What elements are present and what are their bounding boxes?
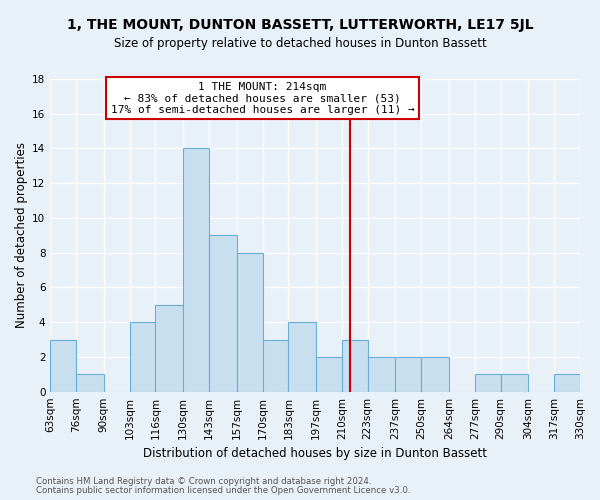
Bar [183, 148, 209, 392]
Bar [554, 374, 580, 392]
Bar [76, 374, 104, 392]
Bar [316, 357, 342, 392]
Bar [237, 252, 263, 392]
Bar [368, 357, 395, 392]
Bar [130, 322, 155, 392]
Bar [421, 357, 449, 392]
Bar [342, 340, 368, 392]
Y-axis label: Number of detached properties: Number of detached properties [15, 142, 28, 328]
Bar [50, 340, 76, 392]
Bar [395, 357, 421, 392]
Bar [155, 305, 183, 392]
Bar [475, 374, 500, 392]
Bar [289, 322, 316, 392]
X-axis label: Distribution of detached houses by size in Dunton Bassett: Distribution of detached houses by size … [143, 447, 487, 460]
Text: Contains public sector information licensed under the Open Government Licence v3: Contains public sector information licen… [36, 486, 410, 495]
Bar [500, 374, 529, 392]
Text: Contains HM Land Registry data © Crown copyright and database right 2024.: Contains HM Land Registry data © Crown c… [36, 477, 371, 486]
Bar [263, 340, 289, 392]
Bar [209, 236, 237, 392]
Text: Size of property relative to detached houses in Dunton Bassett: Size of property relative to detached ho… [113, 38, 487, 51]
Text: 1 THE MOUNT: 214sqm
← 83% of detached houses are smaller (53)
17% of semi-detach: 1 THE MOUNT: 214sqm ← 83% of detached ho… [110, 82, 415, 115]
Text: 1, THE MOUNT, DUNTON BASSETT, LUTTERWORTH, LE17 5JL: 1, THE MOUNT, DUNTON BASSETT, LUTTERWORT… [67, 18, 533, 32]
